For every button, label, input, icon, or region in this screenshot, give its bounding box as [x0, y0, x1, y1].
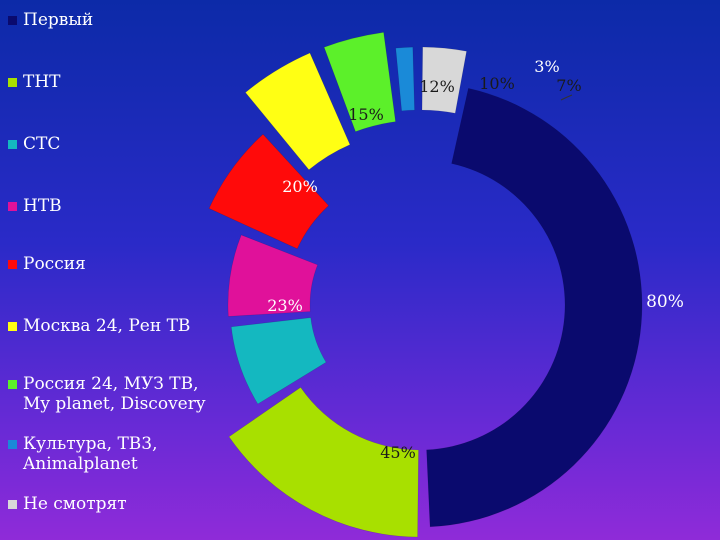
legend-swatch	[8, 16, 17, 25]
legend-label: Москва 24, Рен ТВ	[23, 316, 191, 336]
legend-swatch	[8, 380, 17, 389]
donut-slice	[227, 234, 318, 317]
donut-slice	[426, 87, 643, 528]
legend-label: Первый	[23, 10, 94, 30]
legend-swatch	[8, 140, 17, 149]
legend-item: СТС	[8, 134, 60, 154]
slice-value-label: 12%	[419, 77, 455, 96]
legend-item: ТНТ	[8, 72, 61, 92]
legend-swatch	[8, 322, 17, 331]
label-leader-line	[560, 94, 573, 101]
donut-slice	[245, 52, 351, 171]
donut-slice	[323, 32, 396, 132]
legend-item: Культура, ТВ3, Animalplanet	[8, 434, 158, 474]
legend-swatch	[8, 440, 17, 449]
legend-label: Не смотрят	[23, 494, 127, 514]
legend-item: Россия 24, МУЗ ТВ, My planet, Discovery	[8, 374, 205, 414]
donut-slice	[230, 317, 327, 405]
legend-swatch	[8, 500, 17, 509]
legend-item: Москва 24, Рен ТВ	[8, 316, 190, 336]
slice-value-label: 3%	[534, 57, 559, 76]
donut-slice	[208, 133, 330, 250]
legend-label: Россия	[23, 254, 86, 274]
legend-label: НТВ	[23, 196, 62, 216]
legend-item: НТВ	[8, 196, 62, 216]
legend-swatch	[8, 78, 17, 87]
legend-label: Культура, ТВ3, Animalplanet	[23, 434, 158, 474]
donut-slice	[395, 46, 415, 112]
legend-item: Россия	[8, 254, 86, 274]
slice-value-label: 7%	[556, 76, 581, 95]
legend-swatch	[8, 260, 17, 269]
legend-item: Первый	[8, 10, 93, 30]
slice-value-label: 15%	[348, 105, 384, 124]
legend-item: Не смотрят	[8, 494, 127, 514]
legend-swatch	[8, 202, 17, 211]
slice-value-label: 10%	[479, 74, 515, 93]
donut-slice	[228, 386, 419, 538]
slice-value-label: 20%	[282, 177, 318, 196]
donut-slice	[421, 46, 467, 114]
legend-label: ТНТ	[23, 72, 61, 92]
slice-value-label: 23%	[267, 296, 303, 315]
slice-value-label: 45%	[380, 443, 416, 462]
slice-value-label: 80%	[646, 292, 684, 312]
legend-label: Россия 24, МУЗ ТВ, My planet, Discovery	[23, 374, 206, 414]
legend-label: СТС	[23, 134, 61, 154]
